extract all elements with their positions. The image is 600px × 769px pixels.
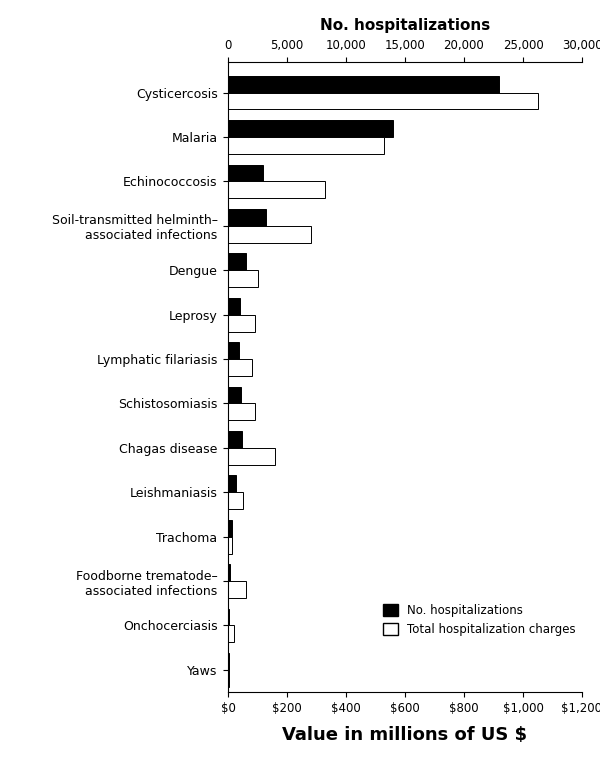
X-axis label: No. hospitalizations: No. hospitalizations	[320, 18, 490, 34]
Bar	[228, 431, 242, 448]
Bar	[228, 404, 254, 421]
Bar	[228, 537, 232, 554]
Legend: No. hospitalizations, Total hospitalization charges: No. hospitalizations, Total hospitalizat…	[383, 604, 576, 636]
Bar	[228, 270, 257, 287]
Bar	[228, 581, 246, 598]
Bar	[228, 448, 275, 464]
Bar	[228, 92, 538, 109]
Bar	[228, 492, 243, 509]
Bar	[228, 564, 230, 581]
Bar	[228, 298, 240, 315]
Bar	[228, 342, 239, 359]
Bar	[228, 181, 325, 198]
Bar	[228, 608, 229, 625]
Bar	[228, 253, 246, 270]
Bar	[228, 315, 254, 331]
Bar	[228, 120, 393, 137]
X-axis label: Value in millions of US $: Value in millions of US $	[283, 726, 527, 744]
Bar	[228, 75, 499, 92]
Bar	[228, 226, 311, 243]
Bar	[228, 165, 263, 181]
Bar	[228, 520, 232, 537]
Bar	[228, 137, 385, 154]
Bar	[228, 475, 236, 492]
Bar	[228, 387, 241, 404]
Bar	[228, 625, 234, 642]
Bar	[228, 359, 251, 376]
Bar	[228, 209, 266, 226]
